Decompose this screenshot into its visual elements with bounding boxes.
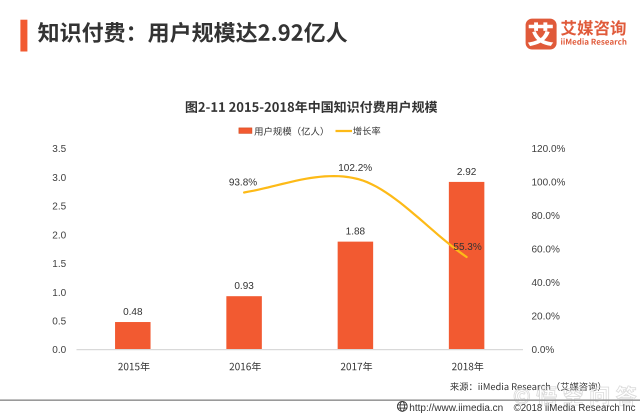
svg-text:55.3%: 55.3% [453, 242, 481, 253]
svg-text:102.2%: 102.2% [338, 163, 372, 174]
svg-text:120.0%: 120.0% [532, 144, 566, 155]
svg-text:40.0%: 40.0% [532, 278, 560, 289]
svg-text:©2018 iiMedia Research Inc: ©2018 iiMedia Research Inc [514, 403, 636, 414]
svg-text:3.5: 3.5 [52, 144, 66, 155]
svg-text:93.8%: 93.8% [229, 177, 257, 188]
svg-text:20.0%: 20.0% [532, 312, 560, 323]
svg-text:0.93: 0.93 [234, 281, 254, 292]
svg-text:100.0%: 100.0% [532, 178, 566, 189]
svg-text:3.0: 3.0 [52, 173, 66, 184]
svg-text:0.5: 0.5 [52, 317, 66, 328]
svg-text:80.0%: 80.0% [532, 211, 560, 222]
svg-text:60.0%: 60.0% [532, 245, 560, 256]
svg-text:2.5: 2.5 [52, 202, 66, 213]
svg-text:2.0: 2.0 [52, 230, 66, 241]
svg-text:0.0: 0.0 [52, 345, 66, 356]
svg-text:0.0%: 0.0% [532, 345, 555, 356]
svg-text:2.92: 2.92 [457, 167, 477, 178]
svg-text:0.48: 0.48 [123, 307, 143, 318]
svg-text:http://www.iimedia.cn: http://www.iimedia.cn [409, 403, 503, 414]
svg-text:1.0: 1.0 [52, 288, 66, 299]
svg-text:1.5: 1.5 [52, 259, 66, 270]
svg-text:1.88: 1.88 [346, 227, 366, 238]
